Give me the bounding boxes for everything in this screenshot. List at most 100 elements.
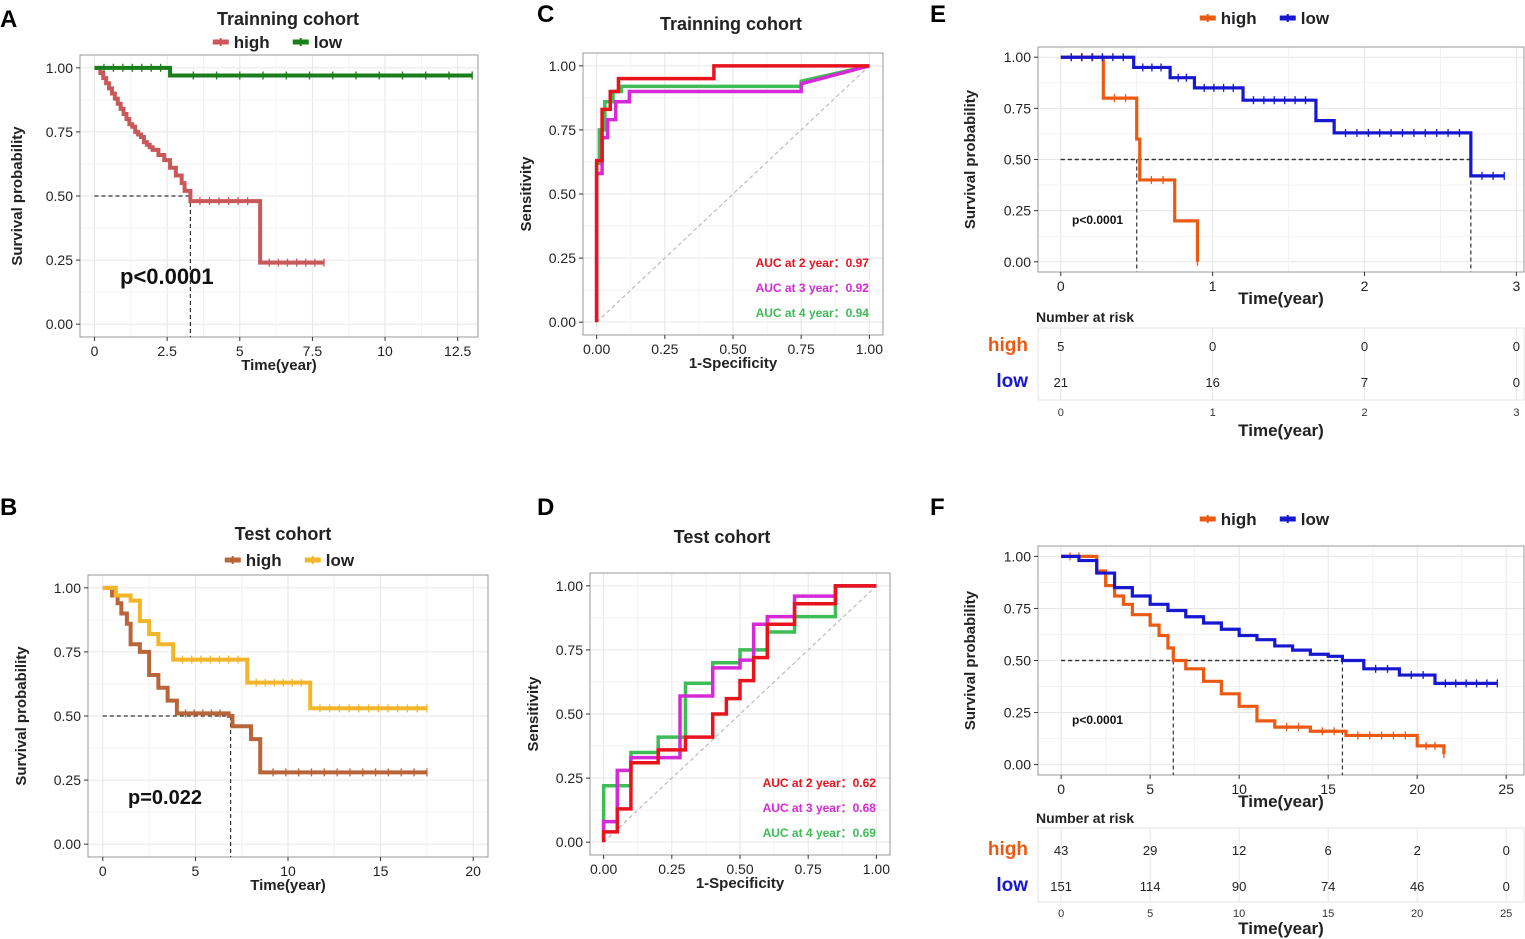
y-tick-label: 0.00	[54, 836, 81, 852]
risk-count: 7	[1361, 375, 1368, 390]
y-tick-label: 0.50	[46, 188, 73, 204]
risk-table-frame	[1037, 327, 1525, 401]
x-tick-label: 1.00	[863, 861, 890, 877]
x-tick-label: 0	[91, 343, 99, 359]
auc-label-2-year: AUC at 2 year：0.62	[763, 776, 877, 790]
risk-group-label-high: high	[988, 335, 1028, 356]
risk-time-label: 15	[1322, 908, 1334, 920]
risk-count: 114	[1140, 879, 1161, 894]
y-axis-label: Survival probability	[962, 89, 979, 229]
x-tick-label: 10	[377, 343, 393, 359]
panel-label: C	[537, 1, 554, 28]
x-tick-label: 5	[236, 343, 244, 359]
survival-curve-high	[102, 585, 427, 775]
x-tick-label: 7.5	[303, 343, 323, 359]
risk-count: 46	[1410, 879, 1424, 894]
auc-label-4-year: AUC at 4 year：0.94	[756, 306, 870, 320]
panel-label: A	[0, 6, 17, 33]
p-value: p<0.0001	[1072, 713, 1123, 727]
p-value: p<0.0001	[1072, 213, 1123, 227]
risk-group-label-low: low	[996, 875, 1028, 896]
panel-F: F0 5 10 15 20 250.000.250.500.751.00Time(year…	[930, 494, 1525, 938]
y-tick-label: 0.00	[1004, 757, 1031, 773]
legend-label-high: high	[1221, 510, 1257, 529]
x-tick-label: 12.5	[444, 343, 471, 359]
x-tick-label: 3	[1513, 278, 1521, 294]
panel-label: F	[930, 494, 945, 521]
x-tick-label: 0	[1057, 781, 1065, 797]
y-tick-label: 0.50	[549, 186, 576, 202]
x-tick-label: 0.00	[590, 861, 617, 877]
y-tick-label: 1.00	[1004, 548, 1031, 564]
legend-label-high: high	[1221, 9, 1257, 28]
risk-count: 0	[1503, 879, 1510, 894]
risk-count: 0	[1361, 339, 1368, 354]
y-axis-label: Sensitivity	[518, 156, 535, 232]
panel-label: E	[930, 1, 946, 28]
risk-x-axis-label: Time(year)	[1238, 919, 1324, 938]
panel-title: Test cohort	[674, 527, 771, 547]
x-tick-label: 0	[99, 863, 107, 879]
y-tick-label: 0.75	[1004, 600, 1031, 616]
x-tick-label: 10	[1231, 781, 1247, 797]
y-tick-label: 0.25	[549, 250, 576, 266]
panel-title: Trainning cohort	[217, 9, 359, 29]
risk-time-label: 20	[1411, 908, 1423, 920]
risk-table-frame	[1037, 827, 1525, 903]
legend-label-high: high	[246, 551, 282, 570]
x-tick-label: 5	[1146, 781, 1154, 797]
y-tick-label: 0.25	[1004, 203, 1031, 219]
survival-curve-high	[94, 65, 325, 265]
legend-label-low: low	[1301, 510, 1330, 529]
x-axis-label: Time(year)	[1238, 289, 1324, 308]
risk-time-label: 0	[1058, 908, 1064, 920]
x-axis-label: 1-Specificity	[689, 355, 778, 372]
x-tick-label: 0.75	[795, 861, 822, 877]
y-tick-label: 0.75	[556, 642, 583, 658]
risk-time-label: 0	[1058, 407, 1064, 419]
p-value: p=0.022	[128, 787, 202, 809]
y-tick-label: 0.00	[1004, 254, 1031, 270]
x-axis-label: Time(year)	[1238, 792, 1324, 811]
x-tick-label: 0.75	[788, 341, 815, 357]
risk-group-label-low: low	[996, 371, 1028, 392]
x-tick-label: 2.5	[157, 343, 177, 359]
auc-label-4-year: AUC at 4 year：0.69	[763, 826, 877, 840]
y-tick-label: 0.00	[549, 314, 576, 330]
x-tick-label: 1	[1209, 278, 1217, 294]
risk-count: 0	[1209, 339, 1216, 354]
risk-x-axis-label: Time(year)	[1238, 421, 1324, 440]
x-tick-label: 20	[1409, 781, 1425, 797]
y-tick-label: 0.75	[549, 122, 576, 138]
x-tick-label: 5	[192, 863, 200, 879]
risk-count: 12	[1232, 843, 1246, 858]
risk-count: 43	[1054, 843, 1068, 858]
roc-curve-2-year	[594, 64, 870, 323]
y-tick-label: 1.00	[549, 58, 576, 74]
y-axis-label: Survival probability	[13, 646, 30, 786]
auc-label-2-year: AUC at 2 year：0.97	[756, 256, 870, 270]
x-tick-label: 0	[1057, 278, 1065, 294]
y-tick-label: 0.00	[556, 834, 583, 850]
risk-time-label: 1	[1210, 407, 1216, 419]
survival-curve-high	[1060, 55, 1200, 262]
y-tick-label: 0.75	[46, 124, 73, 140]
risk-count: 16	[1205, 375, 1219, 390]
risk-table-title: Number at risk	[1036, 309, 1134, 325]
x-tick-label: 0.50	[726, 861, 753, 877]
risk-table-title: Number at risk	[1036, 810, 1134, 826]
risk-time-label: 25	[1500, 908, 1512, 920]
legend-label-high: high	[234, 33, 270, 52]
y-tick-label: 0.25	[556, 770, 583, 786]
y-axis-label: Sensitivity	[525, 676, 542, 752]
diagonal-reference-line	[596, 65, 870, 323]
y-tick-label: 0.25	[54, 772, 81, 788]
panel-A: A Trainning cohort 0 2.5 5 7.5 10 12.5 0.00 0.25 0…	[0, 6, 479, 374]
y-tick-label: 1.00	[46, 60, 73, 76]
panel-D: D Test cohort 0.00 0.25 0.50 0.75 1.00 0.00 0.25…	[525, 494, 891, 892]
x-tick-label: 0.25	[651, 341, 678, 357]
panel-title: Trainning cohort	[660, 14, 802, 34]
risk-time-label: 3	[1513, 407, 1519, 419]
y-tick-label: 1.00	[1004, 49, 1031, 65]
